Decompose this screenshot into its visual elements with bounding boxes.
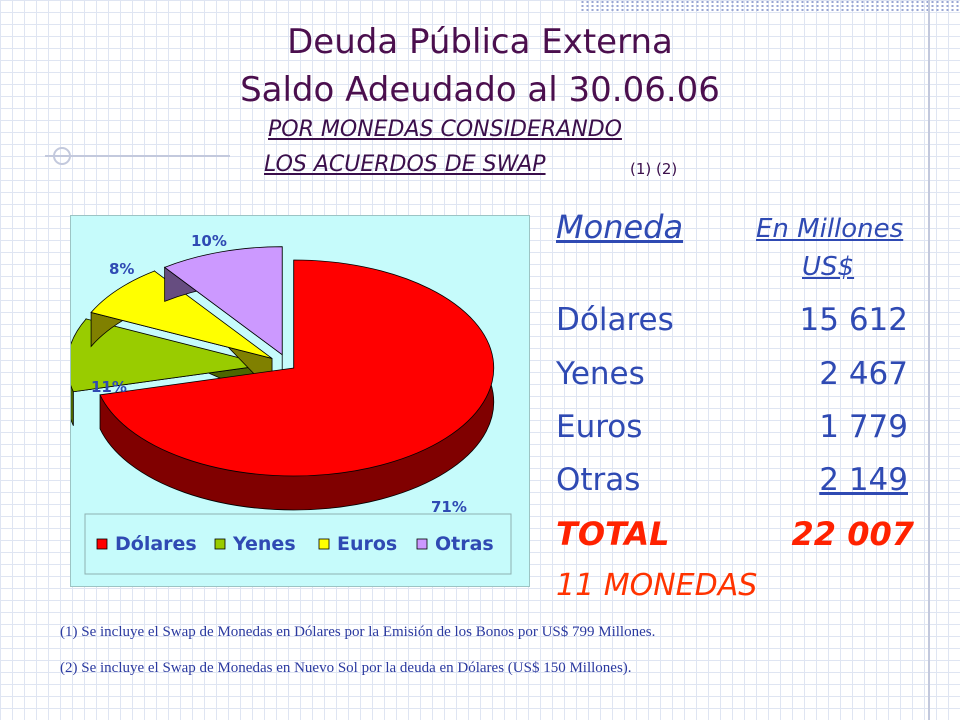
pie-label-Dólares: 71% (431, 498, 467, 516)
total-label: TOTAL (556, 515, 670, 553)
row-value-euros: 1 779 (819, 409, 908, 445)
pie-label-Yenes: 11% (91, 378, 127, 396)
row-value-yenes: 2 467 (819, 356, 908, 392)
footnote-2: (2) Se incluye el Swap de Monedas en Nue… (60, 660, 632, 676)
total-value: 22 007 (791, 515, 914, 553)
horizontal-rule (45, 155, 230, 157)
row-label-otras: Otras (556, 462, 641, 498)
pie-label-Otras: 10% (191, 232, 227, 250)
pie-slice-Otras (163, 246, 283, 356)
title-line-2: Saldo Adeudado al 30.06.06 (240, 70, 720, 110)
header-moneda: Moneda (556, 208, 684, 246)
vertical-rule (928, 0, 930, 720)
monedas-count: 11 MONEDAS (556, 568, 758, 603)
pie-chart-svg: 71% 11% 8% 10% Dólares Yenes Euros Otras (71, 232, 512, 575)
legend-label-Euros: Euros (337, 533, 397, 555)
row-label-euros: Euros (556, 409, 643, 445)
footnote-1: (1) Se incluye el Swap de Monedas en Dól… (60, 624, 656, 640)
row-label-dolares: Dólares (556, 302, 674, 338)
pie-label-Euros: 8% (109, 260, 134, 278)
row-label-yenes: Yenes (556, 356, 645, 392)
top-dots-decoration (580, 0, 960, 12)
title-line-1: Deuda Pública Externa (287, 22, 673, 62)
circle-decoration (53, 147, 71, 165)
legend-label-Otras: Otras (435, 533, 494, 555)
subtitle-line-1: POR MONEDAS CONSIDERANDO (268, 117, 622, 142)
header-unit-line-1: En Millones (756, 214, 904, 244)
notes-reference: (1) (2) (630, 160, 678, 178)
pie-slice-Euros (90, 270, 273, 359)
legend-label-Yenes: Yenes (232, 533, 296, 555)
legend-swatch-Dólares (96, 538, 108, 550)
pie-slice-Dólares (99, 259, 495, 477)
legend-swatch-Otras (416, 538, 428, 550)
legend-box (84, 513, 512, 575)
pie-slice-Yenes (71, 318, 268, 393)
row-value-otras: 2 149 (819, 462, 908, 498)
row-value-dolares: 15 612 (799, 302, 908, 338)
subtitle-line-2: LOS ACUERDOS DE SWAP (264, 152, 546, 177)
legend-label-Dólares: Dólares (115, 533, 197, 555)
pie-chart: 71% 11% 8% 10% Dólares Yenes Euros Otras (70, 215, 530, 587)
legend-swatch-Yenes (214, 538, 226, 550)
legend-swatch-Euros (318, 538, 330, 550)
header-unit-line-2: US$ (802, 252, 855, 282)
